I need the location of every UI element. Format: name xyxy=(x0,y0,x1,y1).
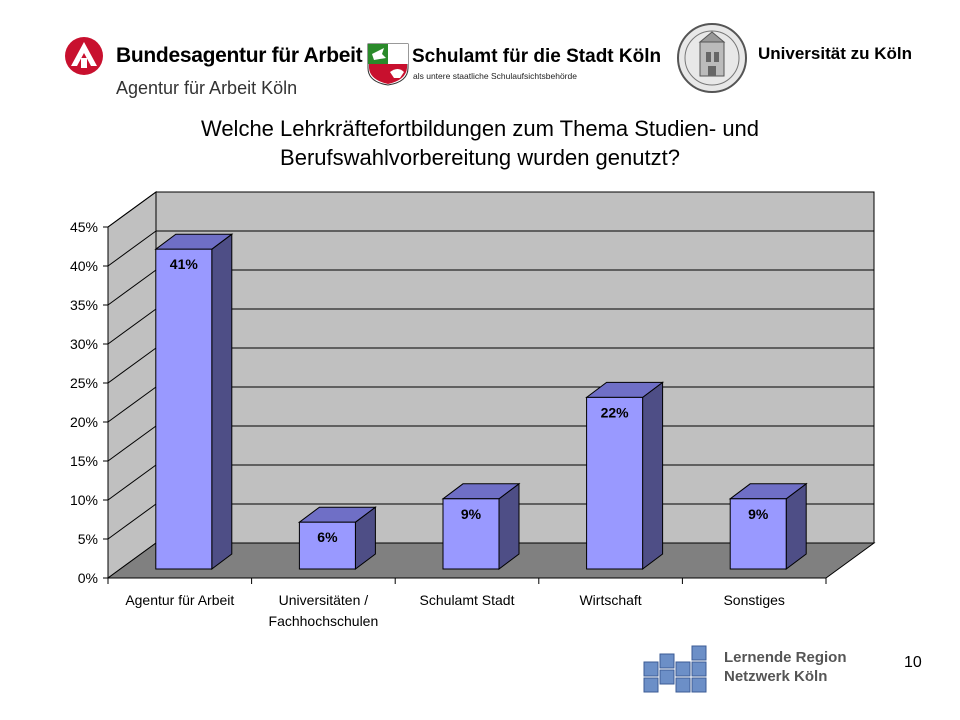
logo-row: Bundesagentur für Arbeit Agentur für Arb… xyxy=(0,0,960,110)
x-tick-label: Fachhochschulen xyxy=(269,613,379,629)
bar xyxy=(442,498,500,570)
chart-side-wall xyxy=(107,191,157,579)
gridline-side xyxy=(107,269,157,306)
data-label: 41% xyxy=(170,256,199,272)
schulamt-name: Schulamt für die Stadt Köln xyxy=(412,46,662,67)
x-tick-label: Universitäten / xyxy=(279,592,369,608)
universitaet-name: Universität zu Köln xyxy=(758,44,912,63)
bar xyxy=(729,498,787,570)
universitaet-logo: Universität zu Köln xyxy=(676,22,916,102)
y-tick-label: 5% xyxy=(78,531,98,547)
lernende-region-line-2: Netzwerk Köln xyxy=(724,668,828,685)
y-tick-label: 10% xyxy=(70,492,98,508)
gridline-side xyxy=(107,464,157,501)
gridline-side xyxy=(107,230,157,267)
bar-side xyxy=(642,381,664,570)
gridline-side xyxy=(107,191,157,228)
bar xyxy=(298,521,356,570)
agentur-koeln-name: Agentur für Arbeit Köln xyxy=(116,78,298,98)
y-tick-label: 0% xyxy=(78,570,98,586)
y-tick-label: 45% xyxy=(70,219,98,235)
lernende-region-line-1: Lernende Region xyxy=(724,649,847,666)
bar-chart: 0% 5% 10% 15% 20% 25% 30% 35% 40% 45% 41% Agentur f… xyxy=(70,191,876,629)
gridline-side xyxy=(107,503,157,540)
bar xyxy=(155,248,213,570)
data-label: 9% xyxy=(748,506,769,522)
bundesagentur-arrow-icon xyxy=(65,37,103,75)
chart-title-line-1: Welche Lehrkräftefortbildungen zum Thema… xyxy=(200,116,760,141)
nrw-coat-of-arms-icon xyxy=(367,43,409,86)
cube-cluster-icon xyxy=(643,645,707,693)
x-tick-label: Wirtschaft xyxy=(579,592,641,608)
y-tick-label: 40% xyxy=(70,258,98,274)
bundesagentur-logo: Bundesagentur für Arbeit Agentur für Arb… xyxy=(64,36,364,106)
chart-title-line-2: Berufswahlvorbereitung wurden genutzt? xyxy=(280,145,680,170)
data-label: 6% xyxy=(317,529,338,545)
bundesagentur-name: Bundesagentur für Arbeit xyxy=(116,44,363,67)
y-tick-label: 25% xyxy=(70,375,98,391)
chart-title: Welche Lehrkräftefortbildungen zum Thema… xyxy=(120,114,840,172)
y-tick-label: 35% xyxy=(70,297,98,313)
gridline-side xyxy=(107,386,157,423)
gridline-side xyxy=(107,347,157,384)
y-tick-label: 30% xyxy=(70,336,98,352)
x-tick-label: Schulamt Stadt xyxy=(420,592,515,608)
gridline-side xyxy=(107,425,157,462)
data-label: 9% xyxy=(461,506,482,522)
y-tick-label: 15% xyxy=(70,453,98,469)
schulamt-logo: Schulamt für die Stadt Köln als untere s… xyxy=(366,42,666,92)
data-label: 22% xyxy=(601,404,630,420)
x-tick-label: Agentur für Arbeit xyxy=(125,592,234,608)
university-seal-icon xyxy=(677,23,747,93)
lernende-region-logo: Lernende Region Netzwerk Köln xyxy=(640,640,870,704)
schulamt-subtitle: als untere staatliche Schulaufsichtsbehö… xyxy=(413,71,577,81)
y-tick-label: 20% xyxy=(70,414,98,430)
x-tick-label: Sonstiges xyxy=(723,592,784,608)
page-number: 10 xyxy=(904,654,922,671)
bar xyxy=(586,396,644,570)
gridline-side xyxy=(107,308,157,345)
bar-side xyxy=(211,233,233,570)
lernende-region-text: Lernende Region Netzwerk Köln xyxy=(724,648,847,686)
